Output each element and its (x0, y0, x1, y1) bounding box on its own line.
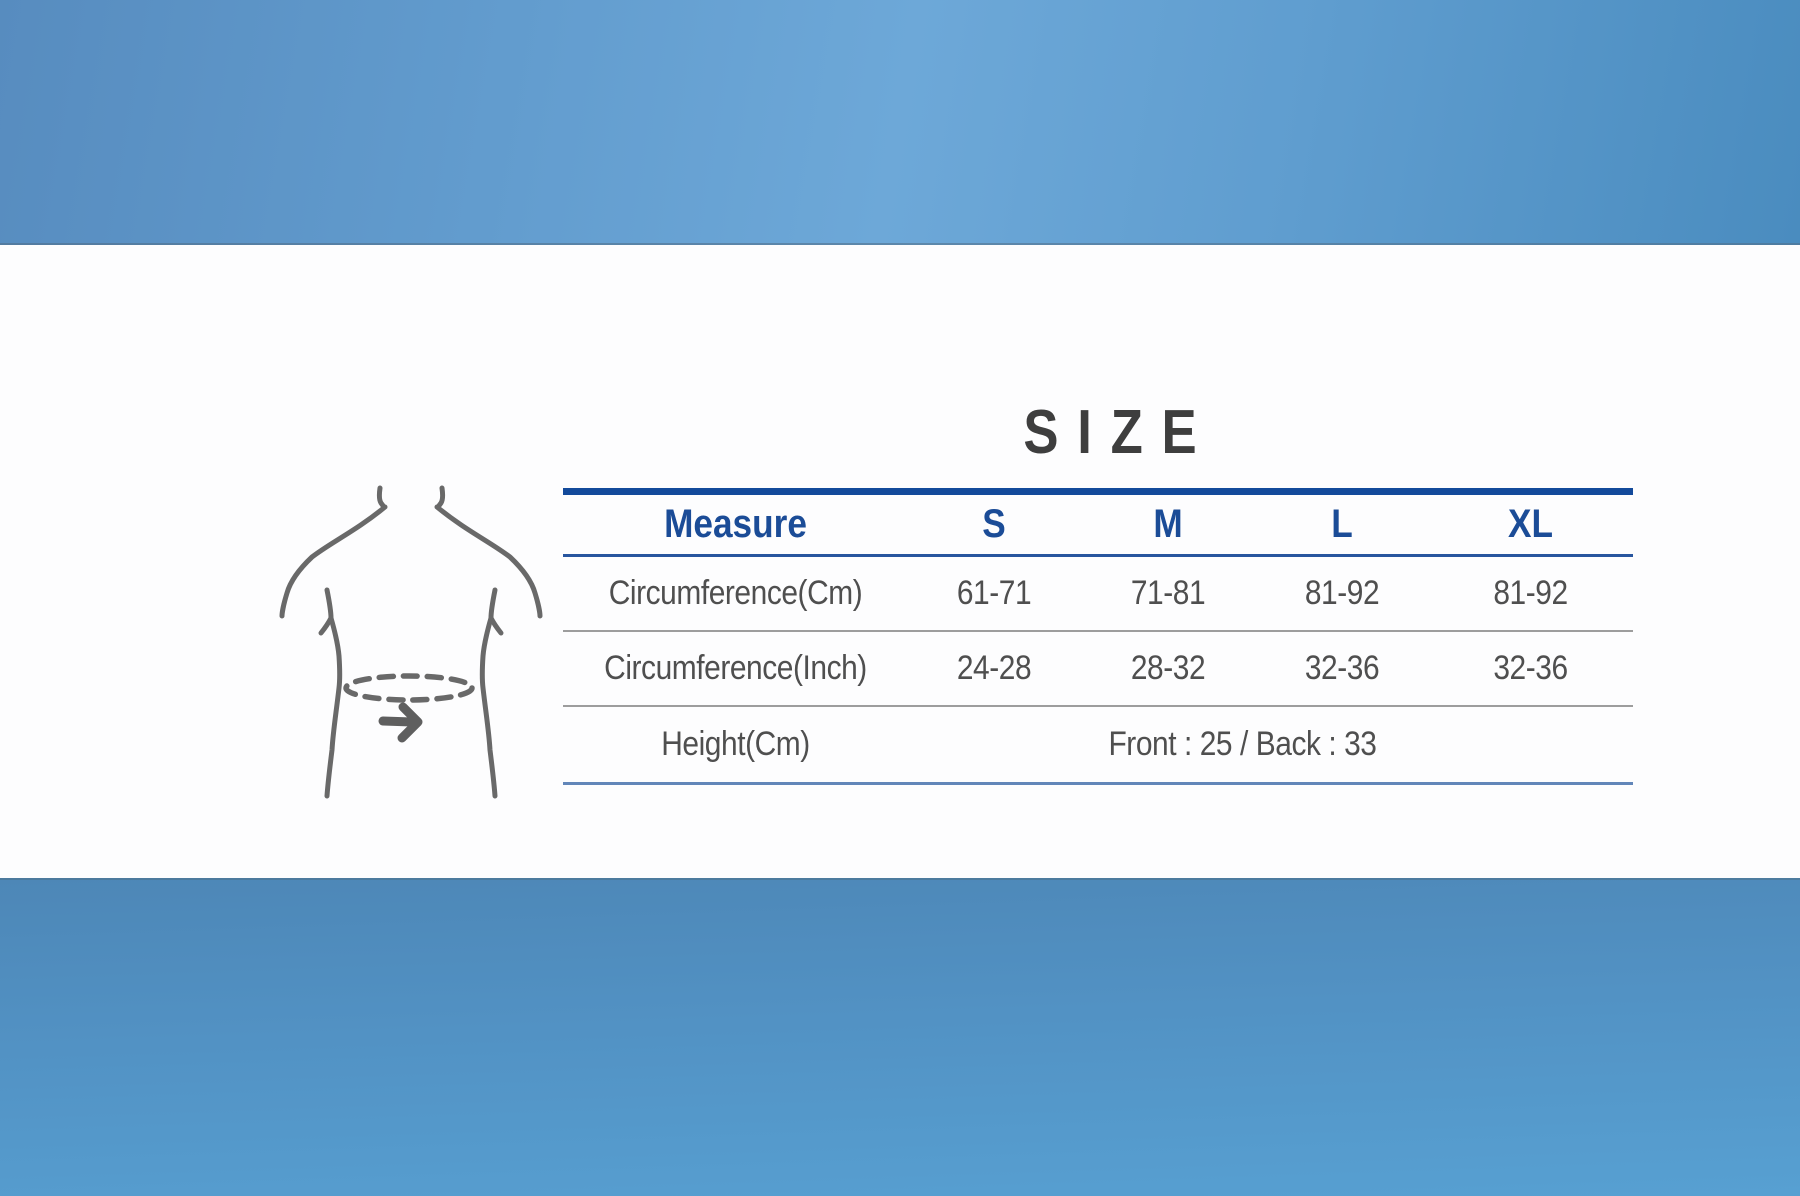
armpit-left (324, 587, 334, 621)
page-title: SIZE (1023, 398, 1216, 467)
neck-line-right (435, 485, 446, 510)
cell-value: 81-92 (1304, 574, 1380, 612)
col-header-l: L (1331, 502, 1353, 546)
size-table: Measure S M L XL Circumference(Cm) 61-71… (563, 488, 1633, 785)
size-table-header-row: Measure S M L XL (563, 495, 1633, 557)
content-band: SIZE Measure S M L XL Circumference(Cm) … (0, 245, 1800, 878)
torso-side-left (324, 615, 343, 799)
armpit-right (488, 587, 498, 621)
right-arrow-icon (378, 716, 417, 727)
cell-value-span: Front : 25 / Back : 33 (1108, 725, 1377, 763)
right-arrow-head-icon (397, 702, 423, 743)
row-label: Height(Cm) (661, 725, 810, 763)
cell-value: 28-32 (1130, 649, 1206, 687)
table-row-circumference-inch: Circumference(Inch) 24-28 28-32 32-36 32… (563, 632, 1633, 707)
col-header-s: S (982, 502, 1006, 546)
neck-line-left (376, 485, 387, 510)
col-header-xl: XL (1508, 502, 1553, 546)
cell-value: 24-28 (956, 649, 1032, 687)
row-label: Circumference(Inch) (604, 649, 867, 687)
cell-value: 32-36 (1493, 649, 1568, 687)
top-blue-band (0, 0, 1800, 245)
cell-value: 61-71 (956, 574, 1032, 612)
shoulder-arm-right (434, 504, 543, 619)
row-label: Circumference(Cm) (608, 574, 863, 612)
shoulder-arm-left (279, 504, 388, 619)
cell-value: 32-36 (1304, 649, 1380, 687)
bottom-blue-band (0, 878, 1800, 1196)
table-row-circumference-cm: Circumference(Cm) 61-71 71-81 81-92 81-9… (563, 557, 1633, 632)
col-header-m: M (1153, 502, 1183, 546)
cell-value: 71-81 (1130, 574, 1206, 612)
size-section: SIZE Measure S M L XL Circumference(Cm) … (563, 245, 1633, 878)
torso-side-right (479, 615, 498, 799)
cell-value: 81-92 (1493, 574, 1568, 612)
waist-measurement-line (343, 673, 475, 703)
col-header-measure: Measure (664, 502, 807, 546)
back-torso-illustration (279, 485, 543, 799)
table-row-height: Height(Cm) Front : 25 / Back : 33 (563, 707, 1633, 782)
